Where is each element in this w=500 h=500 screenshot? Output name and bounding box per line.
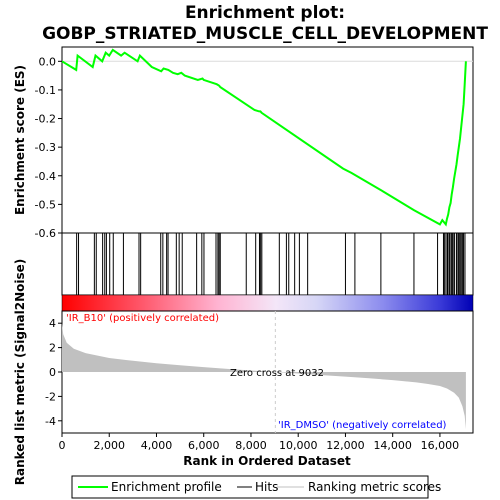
metric-y-tick-label: -2 xyxy=(45,390,56,403)
metric-panel: Zero cross at 9032 'IR_B10' (positively … xyxy=(13,259,474,486)
es-panel-frame xyxy=(61,46,474,234)
legend-label-enrichment: Enrichment profile xyxy=(111,480,222,494)
metric-y-axis-label: Ranked list metric (Signal2Noise) xyxy=(13,259,27,486)
x-tick-label: 8,000 xyxy=(235,439,267,452)
es-y-tick-label: -0.3 xyxy=(35,141,56,154)
rank-color-bar xyxy=(61,294,474,312)
legend-label-hits: Hits xyxy=(255,480,278,494)
x-tick-label: 2,000 xyxy=(93,439,125,452)
es-y-tick-label: -0.1 xyxy=(35,84,56,97)
es-y-axis-label: Enrichment score (ES) xyxy=(13,65,27,215)
x-tick-label: 14,000 xyxy=(373,439,412,452)
hit-marks xyxy=(76,233,466,295)
x-axis-label: Rank in Ordered Dataset xyxy=(183,454,351,468)
metric-y-axis: 4 2 0 -2 -4 xyxy=(45,317,62,428)
hits-panel-frame xyxy=(61,232,474,296)
es-y-tick-label: -0.4 xyxy=(35,170,56,183)
es-y-tick-label: 0.0 xyxy=(39,55,57,68)
legend-label-metric: Ranking metric scores xyxy=(308,480,441,494)
x-tick-label: 12,000 xyxy=(326,439,365,452)
es-y-tick-label: -0.6 xyxy=(35,227,56,240)
x-axis: 0 2,000 4,000 6,000 8,000 10,000 12,000 14,000 1… xyxy=(59,433,460,452)
metric-y-tick-label: -4 xyxy=(45,415,56,428)
chart-title-line2: GOBP_STRIATED_MUSCLE_CELL_DEVELOPMENT xyxy=(42,24,488,44)
zero-cross-label: Zero cross at 9032 xyxy=(230,368,324,379)
metric-y-tick-label: 2 xyxy=(49,342,56,355)
x-tick-label: 0 xyxy=(59,439,66,452)
es-y-tick-label: -0.5 xyxy=(35,198,56,211)
metric-y-tick-label: 4 xyxy=(49,317,56,330)
positive-correlation-label: 'IR_B10' (positively correlated) xyxy=(66,313,219,324)
es-y-axis: 0.0 -0.1 -0.2 -0.3 -0.4 -0.5 -0.6 xyxy=(35,55,62,240)
metric-y-tick-label: 0 xyxy=(49,366,56,379)
es-y-tick-label: -0.2 xyxy=(35,113,56,126)
x-tick-label: 6,000 xyxy=(188,439,220,452)
chart-title-line1: Enrichment plot: xyxy=(185,3,345,23)
hits-panel xyxy=(61,232,474,296)
legend: Enrichment profile Hits Ranking metric s… xyxy=(71,475,441,499)
ranking-metric-area xyxy=(62,323,466,430)
x-tick-label: 16,000 xyxy=(421,439,460,452)
es-panel: 0.0 -0.1 -0.2 -0.3 -0.4 -0.5 -0.6 Enrichment s… xyxy=(13,46,474,240)
enrichment-profile-line xyxy=(61,48,467,227)
x-tick-label: 10,000 xyxy=(279,439,318,452)
x-tick-label: 4,000 xyxy=(141,439,173,452)
negative-correlation-label: 'IR_DMSO' (negatively correlated) xyxy=(278,420,447,431)
